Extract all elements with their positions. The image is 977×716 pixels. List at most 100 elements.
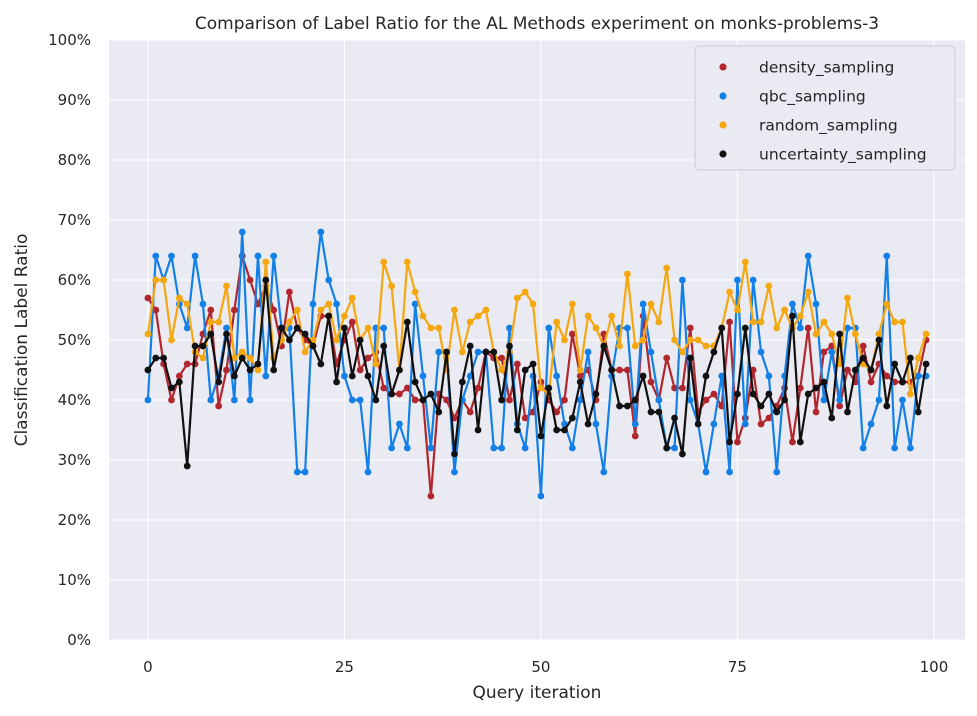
data-point xyxy=(608,366,616,374)
data-point xyxy=(380,342,388,350)
data-point xyxy=(655,408,663,416)
data-point xyxy=(883,402,891,410)
data-point xyxy=(537,492,545,500)
data-point xyxy=(435,324,443,332)
data-point xyxy=(419,312,427,320)
data-point xyxy=(341,372,348,380)
data-point xyxy=(726,288,733,296)
data-point xyxy=(458,378,466,386)
data-point xyxy=(686,324,694,332)
data-point xyxy=(757,318,765,326)
data-point xyxy=(702,396,710,404)
data-point xyxy=(537,432,545,440)
data-point xyxy=(844,324,851,332)
data-point xyxy=(576,366,584,374)
data-point xyxy=(765,390,773,398)
data-point xyxy=(686,354,694,362)
data-point xyxy=(726,318,733,326)
data-point xyxy=(521,366,529,374)
data-point xyxy=(647,300,655,308)
data-point xyxy=(631,342,639,350)
data-point xyxy=(686,336,694,344)
data-point xyxy=(592,420,600,428)
data-point xyxy=(655,396,663,404)
legend-marker xyxy=(719,63,727,71)
data-point xyxy=(781,396,789,404)
data-point xyxy=(238,228,246,236)
series-uncertainty_sampling xyxy=(144,276,930,470)
data-point xyxy=(859,342,867,350)
data-point xyxy=(623,366,631,374)
data-point xyxy=(199,300,207,308)
data-point xyxy=(529,300,537,308)
data-point xyxy=(694,336,702,344)
x-tick-label: 75 xyxy=(728,658,747,676)
data-point xyxy=(647,408,655,416)
x-tick-label: 100 xyxy=(920,658,949,676)
data-point xyxy=(254,252,262,260)
data-point xyxy=(702,468,710,476)
data-point xyxy=(741,420,749,428)
data-point xyxy=(199,354,207,362)
data-point xyxy=(293,468,301,476)
data-point xyxy=(246,354,254,362)
data-point xyxy=(317,306,325,314)
data-point xyxy=(859,444,867,452)
data-point xyxy=(553,426,561,434)
data-point xyxy=(285,318,293,326)
y-tick-label: 30% xyxy=(58,451,91,469)
data-point xyxy=(663,444,671,452)
data-point xyxy=(875,336,883,344)
data-point xyxy=(781,306,789,314)
data-point xyxy=(671,444,678,452)
data-point xyxy=(836,396,844,404)
y-tick-label: 50% xyxy=(58,331,91,349)
data-point xyxy=(663,264,671,272)
data-point xyxy=(521,414,529,422)
data-point xyxy=(639,372,647,380)
data-point xyxy=(301,348,309,356)
data-point xyxy=(348,396,356,404)
data-point xyxy=(325,300,333,308)
data-point xyxy=(529,360,537,368)
data-point xyxy=(427,324,435,332)
data-point xyxy=(356,366,364,374)
data-point xyxy=(506,396,513,404)
data-point xyxy=(262,372,270,380)
data-point xyxy=(364,324,372,332)
data-point xyxy=(875,330,883,338)
data-point xyxy=(623,324,631,332)
data-point xyxy=(207,306,215,314)
data-point xyxy=(144,366,152,374)
y-tick-label: 0% xyxy=(67,631,91,649)
data-point xyxy=(356,336,364,344)
data-point xyxy=(757,348,765,356)
y-tick-label: 60% xyxy=(58,271,91,289)
data-point xyxy=(734,390,741,398)
data-point xyxy=(623,270,631,278)
data-point xyxy=(867,366,875,374)
y-tick-label: 70% xyxy=(58,211,91,229)
y-tick-label: 10% xyxy=(58,571,91,589)
x-axis-label: Query iteration xyxy=(473,683,602,703)
data-point xyxy=(734,306,741,314)
data-point xyxy=(561,396,568,404)
data-point xyxy=(867,378,875,386)
data-point xyxy=(584,348,592,356)
data-point xyxy=(710,420,718,428)
data-point xyxy=(773,408,781,416)
data-point xyxy=(545,384,553,392)
data-point xyxy=(388,444,395,452)
data-point xyxy=(152,306,160,314)
data-point xyxy=(466,342,474,350)
data-point xyxy=(403,444,411,452)
data-point xyxy=(246,366,254,374)
data-point xyxy=(435,408,443,416)
data-point xyxy=(561,426,568,434)
data-point xyxy=(741,324,749,332)
data-point xyxy=(796,324,804,332)
data-point xyxy=(246,276,254,284)
data-point xyxy=(443,348,451,356)
data-point xyxy=(568,300,576,308)
data-point xyxy=(663,354,671,362)
